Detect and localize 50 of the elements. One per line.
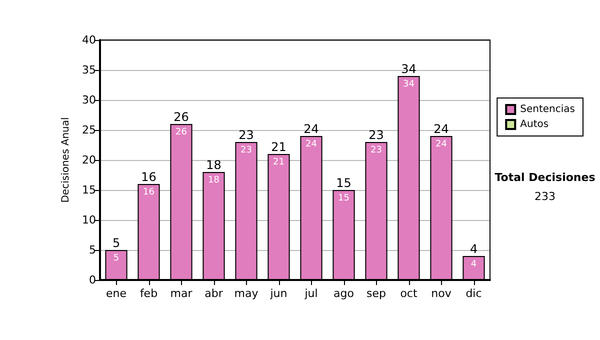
legend-label: Sentencias [520, 104, 576, 115]
x-tick-label: ago [334, 287, 354, 300]
total-label: 26 [174, 110, 189, 124]
data-label: 18 [208, 176, 220, 186]
y-tick-label: 5 [89, 244, 96, 256]
data-label: 26 [176, 128, 188, 138]
total-label: 24 [434, 122, 449, 136]
data-label: 4 [470, 260, 477, 270]
x-tick-label: sep [366, 287, 386, 300]
data-label: 16 [143, 188, 155, 198]
data-label: 15 [338, 194, 350, 204]
x-tick-label: dic [466, 287, 482, 300]
y-tick-label: 0 [89, 274, 96, 286]
x-tick-label: may [234, 287, 259, 300]
x-tick-label: jul [304, 287, 318, 300]
total-label: 16 [141, 170, 156, 184]
data-label: 21 [273, 158, 284, 168]
text: Total Decisiones [494, 171, 596, 184]
x-tick-label: feb [140, 287, 158, 300]
data-label: 34 [403, 80, 415, 90]
legend-label: Autos [520, 119, 549, 130]
total-label: 18 [206, 158, 222, 172]
total-label: 34 [401, 62, 416, 76]
total-label: 4 [470, 242, 478, 256]
y-tick-label: 10 [82, 214, 96, 226]
y-tick-label: 20 [82, 154, 96, 166]
x-tick-label: ene [106, 287, 127, 300]
data-label: 24 [306, 140, 318, 150]
x-tick-label: abr [204, 287, 224, 300]
x-tick-label: nov [431, 287, 452, 300]
data-label: 23 [240, 146, 252, 156]
y-tick-label: 35 [82, 64, 96, 76]
y-tick-label: 15 [82, 184, 96, 196]
y-tick-label: 25 [82, 124, 96, 136]
data-label: 23 [370, 146, 382, 156]
total-label: 23 [238, 128, 254, 142]
y-tick-label: 30 [82, 94, 96, 106]
total-label: 23 [368, 128, 384, 142]
y-axis-title: Decisiones Anual [60, 117, 72, 203]
total-label: 5 [112, 236, 120, 250]
total-label: 21 [271, 140, 286, 154]
total-label: 24 [304, 122, 319, 136]
data-label: 24 [436, 140, 448, 150]
data-label: 5 [113, 254, 120, 264]
x-tick-label: oct [400, 287, 418, 300]
total-label: 15 [336, 176, 352, 190]
text: 233 [534, 190, 556, 203]
x-tick-label: jun [269, 287, 288, 300]
x-tick-label: mar [170, 287, 193, 300]
y-tick-label: 40 [82, 34, 96, 46]
